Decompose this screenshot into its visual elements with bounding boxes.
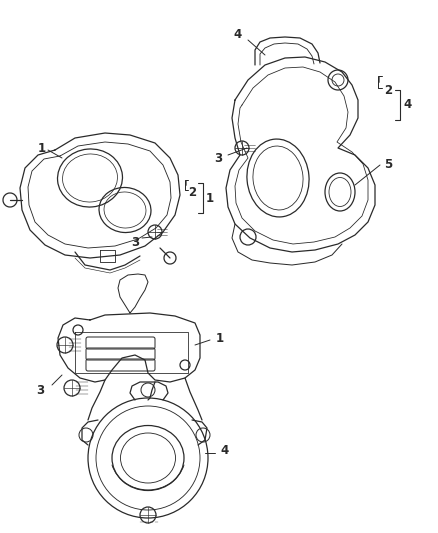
Text: 1: 1: [38, 141, 46, 155]
Text: 2: 2: [384, 84, 392, 96]
Text: 2: 2: [188, 187, 196, 199]
Text: 4: 4: [221, 443, 229, 456]
Text: 1: 1: [206, 191, 214, 205]
Text: 4: 4: [404, 99, 412, 111]
Text: 4: 4: [234, 28, 242, 42]
Text: 3: 3: [131, 236, 139, 248]
Text: 5: 5: [384, 158, 392, 172]
Text: 3: 3: [214, 151, 222, 165]
Text: 1: 1: [216, 332, 224, 344]
Text: 3: 3: [36, 384, 44, 397]
